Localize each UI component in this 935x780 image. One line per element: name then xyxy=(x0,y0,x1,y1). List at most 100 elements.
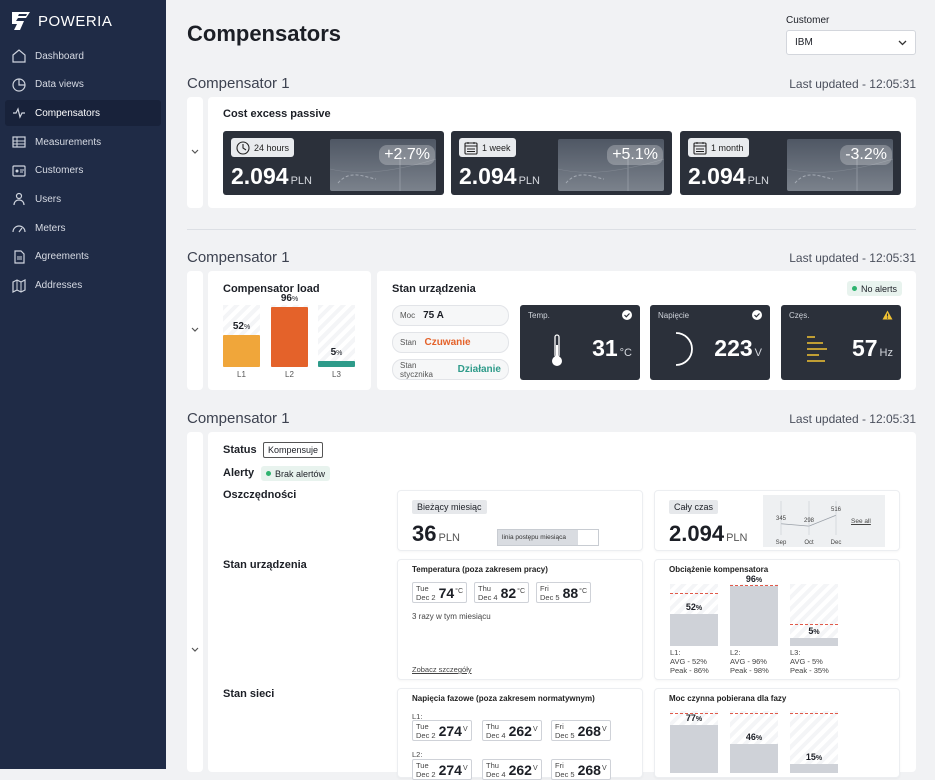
cost-card[interactable]: 1 week 2.094 PLN +5.1% xyxy=(451,131,672,195)
phase-voltage-card: Napięcia fazowe (poza zakresem normatywn… xyxy=(397,688,643,780)
cost-number: 2.094 xyxy=(688,163,746,189)
sensor-number: 223 xyxy=(714,335,753,361)
sparkline-decoration xyxy=(786,149,894,191)
sidebar-item-measurements[interactable]: Measurements xyxy=(5,129,161,155)
load-detail-bar xyxy=(670,614,718,646)
chip-value: 75 A xyxy=(423,310,444,321)
cost-value: 2.094 PLN xyxy=(688,163,769,190)
main-content: Compensators Customer IBM Compensator 1 … xyxy=(166,0,935,780)
temperature-card: Temperatura (poza zakresem pracy) Tue Dec… xyxy=(397,559,643,680)
device-chip: Stan Czuwanie xyxy=(392,332,509,353)
status-dot xyxy=(852,286,857,291)
cost-card[interactable]: 1 month 2.094 PLN -3.2% xyxy=(680,131,901,195)
phase-l2-label: L2: xyxy=(412,750,423,759)
reading-unit: V xyxy=(532,726,538,733)
calendar-icon xyxy=(693,141,707,155)
load-bar xyxy=(318,361,355,367)
reading-value: 74 xyxy=(438,584,455,601)
home-icon xyxy=(12,49,26,63)
chevron-down-icon xyxy=(898,40,907,45)
reading-value: 262 xyxy=(508,722,532,739)
current-month-card: Bieżący miesiąc 36 PLN linia postępu mies… xyxy=(397,490,643,551)
load-bar-track xyxy=(318,305,355,367)
sparkline-decoration xyxy=(329,149,437,191)
see-all-link[interactable]: See all xyxy=(851,518,871,525)
check-circle-icon xyxy=(752,310,762,320)
table-icon xyxy=(12,136,26,148)
load-detail-value: 5% xyxy=(808,626,820,636)
chip-key: Stan xyxy=(400,338,417,347)
chevron-down-icon xyxy=(191,327,199,332)
sensor-unit: V xyxy=(754,347,762,359)
network-status-label: Stan sieci xyxy=(223,688,275,700)
sidebar-item-users[interactable]: Users xyxy=(5,186,161,212)
check-circle-icon xyxy=(622,310,632,320)
load-bar-label: L2 xyxy=(285,370,294,379)
cost-sparkline xyxy=(329,139,437,191)
load-bar-value: 96% xyxy=(280,293,299,304)
sidebar-item-compensators[interactable]: Compensators xyxy=(5,100,161,127)
cost-sparkline xyxy=(786,139,894,191)
alerts-value: Brak alertów xyxy=(275,468,326,479)
mini-chart-value: 516 xyxy=(831,507,842,513)
map-icon xyxy=(12,278,26,293)
active-power-title: Moc czynna pobierana dla fazy xyxy=(669,694,787,703)
customer-select-value: IBM xyxy=(795,37,813,48)
cost-number: 2.094 xyxy=(231,163,289,189)
sidebar-item-customers[interactable]: Customers xyxy=(5,158,161,184)
peak-line xyxy=(790,713,838,714)
date-reading: Fri Dec 5 268 V xyxy=(551,720,611,741)
sensor-unit: °C xyxy=(619,347,632,359)
logo[interactable]: POWERIA xyxy=(10,11,112,31)
date-reading: Tue Dec 2 274 V xyxy=(412,720,472,741)
sidebar-item-label: Meters xyxy=(35,222,66,234)
peak-line xyxy=(670,593,718,594)
phase-voltage-title: Napięcia fazowe (poza zakresem normatywn… xyxy=(412,694,595,703)
load-detail-bar xyxy=(730,586,778,646)
sidebar-item-addresses[interactable]: Addresses xyxy=(5,273,161,299)
status-dot xyxy=(266,471,271,476)
cost-unit: PLN xyxy=(747,175,769,187)
period-label: 1 week xyxy=(482,142,511,153)
sidebar-item-label: Data views xyxy=(35,79,84,91)
load-bar-label: L1 xyxy=(237,370,246,379)
cost-card[interactable]: 24 hours 2.094 PLN +2.7% xyxy=(223,131,444,195)
cost-change-badge: +2.7% xyxy=(379,145,435,165)
section-2-expand-panel[interactable] xyxy=(187,271,203,390)
power-value: 15% xyxy=(805,752,823,762)
period-label: 24 hours xyxy=(254,142,290,153)
sensor-card: Napięcie 223 V xyxy=(650,305,770,380)
mini-chart-month: Oct xyxy=(804,540,814,546)
sidebar-item-dashboard[interactable]: Dashboard xyxy=(5,43,161,69)
voltage-arc-icon xyxy=(675,332,693,366)
power-value: 77% xyxy=(685,713,703,723)
temperature-note: 3 razy w tym miesiącu xyxy=(412,612,491,621)
section-1-updated: Last updated - 12:05:31 xyxy=(789,77,916,91)
temperature-title: Temperatura (poza zakresem pracy) xyxy=(412,565,548,574)
sidebar-item-label: Dashboard xyxy=(35,50,84,62)
cost-title: Cost excess passive xyxy=(223,108,331,120)
see-details-link[interactable]: Zobacz szczegóły xyxy=(412,665,472,674)
date-reading: Fri Dec 5 268 V xyxy=(551,759,611,780)
alerts-badge: Brak alertów xyxy=(261,466,331,481)
sidebar-item-data-views[interactable]: Data views xyxy=(5,72,161,98)
power-track xyxy=(790,711,838,773)
frequency-icon xyxy=(807,336,827,362)
section-3-title: Compensator 1 xyxy=(187,410,290,427)
load-detail-stats: L2: AVG - 96% Peak - 98% xyxy=(730,648,769,675)
load-detail-value: 96% xyxy=(745,574,763,584)
warning-icon xyxy=(882,310,893,320)
load-detail-stats: L1: AVG - 52% Peak - 86% xyxy=(670,648,709,675)
total-number: 2.094 xyxy=(669,521,725,546)
status-badge: Kompensuje xyxy=(263,442,324,458)
section-1-expand-panel[interactable] xyxy=(187,97,203,208)
customer-select[interactable]: IBM xyxy=(786,30,916,55)
sidebar-item-label: Measurements xyxy=(35,136,102,148)
date-reading: Thu Dec 4 82 °C xyxy=(474,582,530,603)
sidebar-item-meters[interactable]: Meters xyxy=(5,215,161,241)
sidebar-item-label: Agreements xyxy=(35,251,89,263)
chip-value: Działanie xyxy=(457,364,501,375)
sidebar-item-agreements[interactable]: Agreements xyxy=(5,244,161,270)
gauge-icon xyxy=(12,225,26,233)
section-3-expand-panel[interactable] xyxy=(187,432,203,772)
